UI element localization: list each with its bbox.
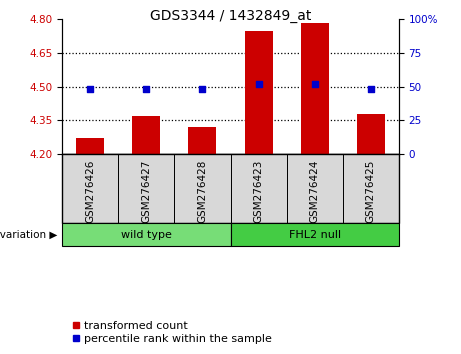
- Point: [199, 87, 206, 92]
- Text: GSM276424: GSM276424: [310, 160, 319, 223]
- Text: GSM276423: GSM276423: [254, 160, 264, 223]
- Point: [87, 87, 94, 92]
- Bar: [174, 154, 230, 223]
- Bar: [76, 138, 104, 154]
- Text: GSM276426: GSM276426: [85, 160, 95, 223]
- Point: [367, 87, 374, 92]
- Point: [142, 87, 150, 92]
- Bar: [132, 116, 160, 154]
- Bar: [287, 154, 343, 223]
- Bar: [118, 154, 174, 223]
- Bar: [244, 31, 272, 154]
- Bar: [189, 127, 217, 154]
- Bar: [230, 223, 399, 246]
- Bar: [301, 23, 329, 154]
- Bar: [357, 114, 385, 154]
- Bar: [230, 154, 287, 223]
- Text: GDS3344 / 1432849_at: GDS3344 / 1432849_at: [150, 9, 311, 23]
- Bar: [343, 154, 399, 223]
- Bar: [62, 154, 118, 223]
- Text: wild type: wild type: [121, 229, 172, 240]
- Text: GSM276428: GSM276428: [197, 160, 207, 223]
- Text: GSM276425: GSM276425: [366, 160, 376, 223]
- Text: FHL2 null: FHL2 null: [289, 229, 341, 240]
- Point: [311, 81, 318, 87]
- Bar: [62, 223, 230, 246]
- Text: GSM276427: GSM276427: [142, 160, 151, 223]
- Legend: transformed count, percentile rank within the sample: transformed count, percentile rank withi…: [68, 317, 277, 348]
- Text: genotype/variation ▶: genotype/variation ▶: [0, 229, 58, 240]
- Point: [255, 81, 262, 87]
